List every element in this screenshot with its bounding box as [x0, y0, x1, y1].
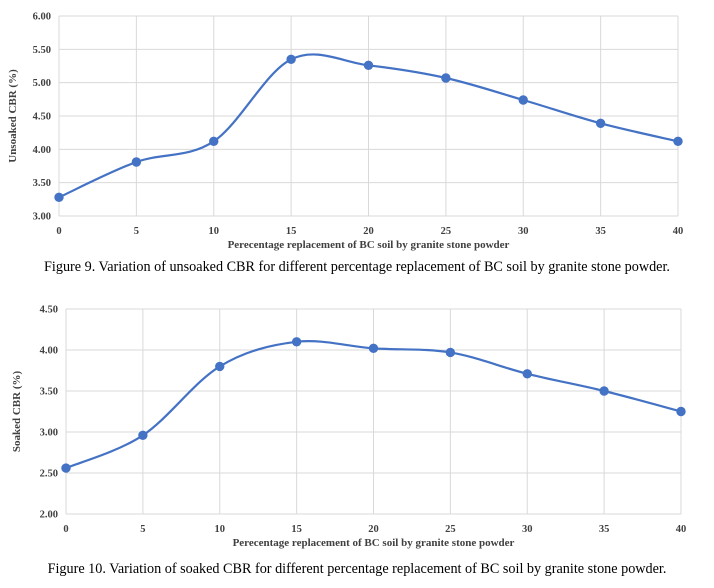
c2-series-line: [65, 340, 682, 470]
c1-series-line: [58, 53, 679, 199]
figure-9-caption: Figure 9. Variation of unsoaked CBR for …: [44, 259, 670, 275]
c2-y-tick-label: 4.00: [40, 346, 58, 357]
c1-y-tick-label: 5.00: [33, 78, 51, 89]
c1-y-tick-label: 5.50: [33, 45, 51, 56]
c2-x-tick-label: 25: [445, 524, 456, 535]
c2-y-tick-label: 3.00: [40, 428, 58, 439]
c1-data-point: [286, 54, 296, 65]
c1-data-point: [54, 192, 64, 203]
c2-y-tick-label: 2.00: [40, 510, 58, 521]
c1-x-tick-label: 35: [595, 226, 606, 237]
c1-x-tick-label: 0: [56, 226, 61, 237]
c1-y-tick-label: 6.00: [33, 12, 51, 23]
c2-x-tick-label: 10: [215, 524, 226, 535]
c1-data-point: [518, 95, 528, 105]
c2-y-axis-title: Soaked CBR (%): [11, 371, 23, 453]
c1-y-axis-title: Unsoaked CBR (%): [7, 69, 19, 163]
c2-data-point: [445, 347, 456, 358]
c2-data-point: [676, 406, 686, 417]
c2-data-point: [215, 361, 225, 372]
c1-x-tick-label: 20: [363, 226, 374, 237]
c2-data-point: [61, 463, 71, 473]
c2-x-tick-label: 15: [291, 524, 302, 535]
c2-x-tick-label: 35: [599, 524, 610, 535]
c2-x-axis-title: Perecentage replacement of BC soil by gr…: [233, 537, 515, 549]
c1-x-tick-label: 25: [441, 226, 452, 237]
c1-data-point: [441, 73, 451, 83]
c2-x-tick-label: 20: [368, 524, 379, 535]
c2-y-tick-label: 3.50: [40, 387, 58, 398]
c1-y-tick-label: 3.00: [33, 212, 51, 223]
c1-x-tick-label: 15: [286, 226, 297, 237]
figure-10-caption: Figure 10. Variation of soaked CBR for d…: [47, 561, 667, 577]
c1-data-point: [595, 118, 606, 129]
c2-data-point: [522, 369, 532, 379]
c2-data-point: [138, 430, 148, 440]
c1-y-tick-label: 4.00: [33, 145, 51, 156]
c1-data-point: [673, 136, 683, 147]
c2-data-point: [368, 343, 379, 354]
c1-x-axis-title: Perecentage replacement of BC soil by gr…: [228, 239, 510, 251]
c1-data-point: [363, 60, 374, 71]
c1-x-tick-label: 30: [518, 226, 529, 237]
c2-x-tick-label: 30: [522, 524, 533, 535]
chart-unsoaked-cbr: 3.00 3.50 4.00 4.50 5.00 5.50 6.00 0 5 10 15 20 25 30…: [7, 12, 684, 252]
c2-x-tick-label: 40: [676, 524, 687, 535]
c1-x-tick-label: 10: [209, 226, 220, 237]
c2-data-point: [291, 337, 302, 347]
c2-x-tick-label: 0: [63, 524, 68, 535]
c1-x-tick-label: 5: [134, 226, 139, 237]
c1-data-point: [209, 136, 219, 147]
c1-x-tick-label: 40: [673, 226, 684, 237]
c1-data-point: [131, 157, 142, 167]
c2-x-tick-label: 5: [140, 524, 145, 535]
c2-y-tick-label: 4.50: [40, 305, 58, 316]
c2-data-point: [599, 386, 609, 396]
c1-y-tick-label: 3.50: [33, 178, 51, 189]
c2-y-tick-label: 2.50: [40, 469, 58, 480]
c1-y-tick-label: 4.50: [33, 112, 51, 123]
